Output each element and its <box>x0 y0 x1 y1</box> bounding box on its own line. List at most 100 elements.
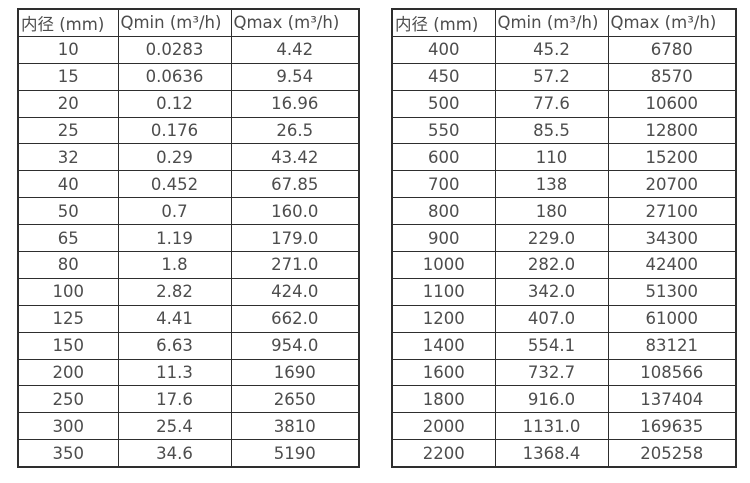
table-cell: 1800 <box>391 385 496 414</box>
table-row: 100 2.82 424.0 <box>17 277 360 306</box>
table-cell: 350 <box>17 439 119 468</box>
table-cell: 17.6 <box>117 385 232 414</box>
table-row: 50 0.7 160.0 <box>17 197 360 226</box>
table-cell: 27100 <box>607 197 737 226</box>
table-cell: 61000 <box>607 304 737 333</box>
table-cell: 1400 <box>391 331 496 360</box>
table-cell: 229.0 <box>494 224 609 253</box>
table-row: 400 45.2 6780 <box>391 35 737 64</box>
table-cell: 150 <box>17 331 119 360</box>
table-cell: 0.0636 <box>117 62 232 91</box>
table-row: 700 138 20700 <box>391 170 737 199</box>
table-cell: 1690 <box>230 358 360 387</box>
table-cell: 954.0 <box>230 331 360 360</box>
table-row: 40 0.452 67.85 <box>17 170 360 199</box>
table-cell: 1.8 <box>117 251 232 279</box>
table-cell: 15 <box>17 62 119 91</box>
table-cell: 11.3 <box>117 358 232 387</box>
table-cell: 20 <box>17 89 119 118</box>
table-cell: 57.2 <box>494 62 609 91</box>
table-row: 250 17.6 2650 <box>17 385 360 414</box>
table-cell: 138 <box>494 170 609 199</box>
table-row: 150 6.63 954.0 <box>17 331 360 360</box>
table-cell: 1.19 <box>117 224 232 253</box>
table-cell: 700 <box>391 170 496 199</box>
header-qmin: Qmin (m³/h) <box>117 8 232 37</box>
table-cell: 450 <box>391 62 496 91</box>
table-row: 550 85.5 12800 <box>391 116 737 145</box>
flow-tables-container: 内径 (mm) Qmin (m³/h) Qmax (m³/h) 10 0.0283… <box>17 8 737 469</box>
table-row: 10 0.0283 4.42 <box>17 35 360 64</box>
table-cell: 180 <box>494 197 609 226</box>
table-row: 80 1.8 271.0 <box>17 251 360 279</box>
table-cell: 32 <box>17 143 119 172</box>
table-cell: 45.2 <box>494 35 609 64</box>
table-row: 500 77.6 10600 <box>391 89 737 118</box>
table-row: 1800 916.0 137404 <box>391 385 737 414</box>
table-cell: 67.85 <box>230 170 360 199</box>
table-header-row: 内径 (mm) Qmin (m³/h) Qmax (m³/h) <box>17 8 360 37</box>
table-cell: 1000 <box>391 251 496 279</box>
table-row: 125 4.41 662.0 <box>17 304 360 333</box>
table-cell: 282.0 <box>494 251 609 279</box>
table-cell: 6780 <box>607 35 737 64</box>
table-cell: 43.42 <box>230 143 360 172</box>
table-cell: 250 <box>17 385 119 414</box>
table-cell: 2650 <box>230 385 360 414</box>
table-row: 1200 407.0 61000 <box>391 304 737 333</box>
table-cell: 5190 <box>230 439 360 468</box>
table-cell: 4.42 <box>230 35 360 64</box>
table-row: 600 110 15200 <box>391 143 737 172</box>
table-row: 300 25.4 3810 <box>17 412 360 441</box>
table-cell: 0.176 <box>117 116 232 145</box>
table-cell: 0.0283 <box>117 35 232 64</box>
table-row: 25 0.176 26.5 <box>17 116 360 145</box>
header-inner-diameter: 内径 (mm) <box>391 8 496 37</box>
table-cell: 16.96 <box>230 89 360 118</box>
table-cell: 51300 <box>607 277 737 306</box>
table-row: 450 57.2 8570 <box>391 62 737 91</box>
table-cell: 8570 <box>607 62 737 91</box>
table-cell: 0.29 <box>117 143 232 172</box>
table-header-row: 内径 (mm) Qmin (m³/h) Qmax (m³/h) <box>391 8 737 37</box>
table-row: 65 1.19 179.0 <box>17 224 360 253</box>
table-cell: 50 <box>17 197 119 226</box>
table-cell: 732.7 <box>494 358 609 387</box>
table-cell: 20700 <box>607 170 737 199</box>
table-cell: 554.1 <box>494 331 609 360</box>
table-row: 1100 342.0 51300 <box>391 277 737 306</box>
table-cell: 662.0 <box>230 304 360 333</box>
table-cell: 3810 <box>230 412 360 441</box>
header-qmax: Qmax (m³/h) <box>607 8 737 37</box>
table-cell: 25 <box>17 116 119 145</box>
table-cell: 0.12 <box>117 89 232 118</box>
table-cell: 1131.0 <box>494 412 609 441</box>
table-row: 200 11.3 1690 <box>17 358 360 387</box>
table-cell: 271.0 <box>230 251 360 279</box>
table-cell: 137404 <box>607 385 737 414</box>
table-cell: 9.54 <box>230 62 360 91</box>
table-row: 900 229.0 34300 <box>391 224 737 253</box>
table-cell: 25.4 <box>117 412 232 441</box>
table-cell: 179.0 <box>230 224 360 253</box>
table-cell: 300 <box>17 412 119 441</box>
table-cell: 200 <box>17 358 119 387</box>
header-inner-diameter: 内径 (mm) <box>17 8 119 37</box>
table-cell: 26.5 <box>230 116 360 145</box>
table-row: 1400 554.1 83121 <box>391 331 737 360</box>
table-cell: 0.452 <box>117 170 232 199</box>
table-row: 350 34.6 5190 <box>17 439 360 468</box>
table-cell: 110 <box>494 143 609 172</box>
table-cell: 2000 <box>391 412 496 441</box>
table-cell: 800 <box>391 197 496 226</box>
table-row: 2000 1131.0 169635 <box>391 412 737 441</box>
table-row: 1600 732.7 108566 <box>391 358 737 387</box>
table-cell: 6.63 <box>117 331 232 360</box>
table-cell: 80 <box>17 251 119 279</box>
table-cell: 83121 <box>607 331 737 360</box>
table-cell: 916.0 <box>494 385 609 414</box>
table-cell: 550 <box>391 116 496 145</box>
table-row: 20 0.12 16.96 <box>17 89 360 118</box>
table-cell: 4.41 <box>117 304 232 333</box>
header-qmax: Qmax (m³/h) <box>230 8 360 37</box>
